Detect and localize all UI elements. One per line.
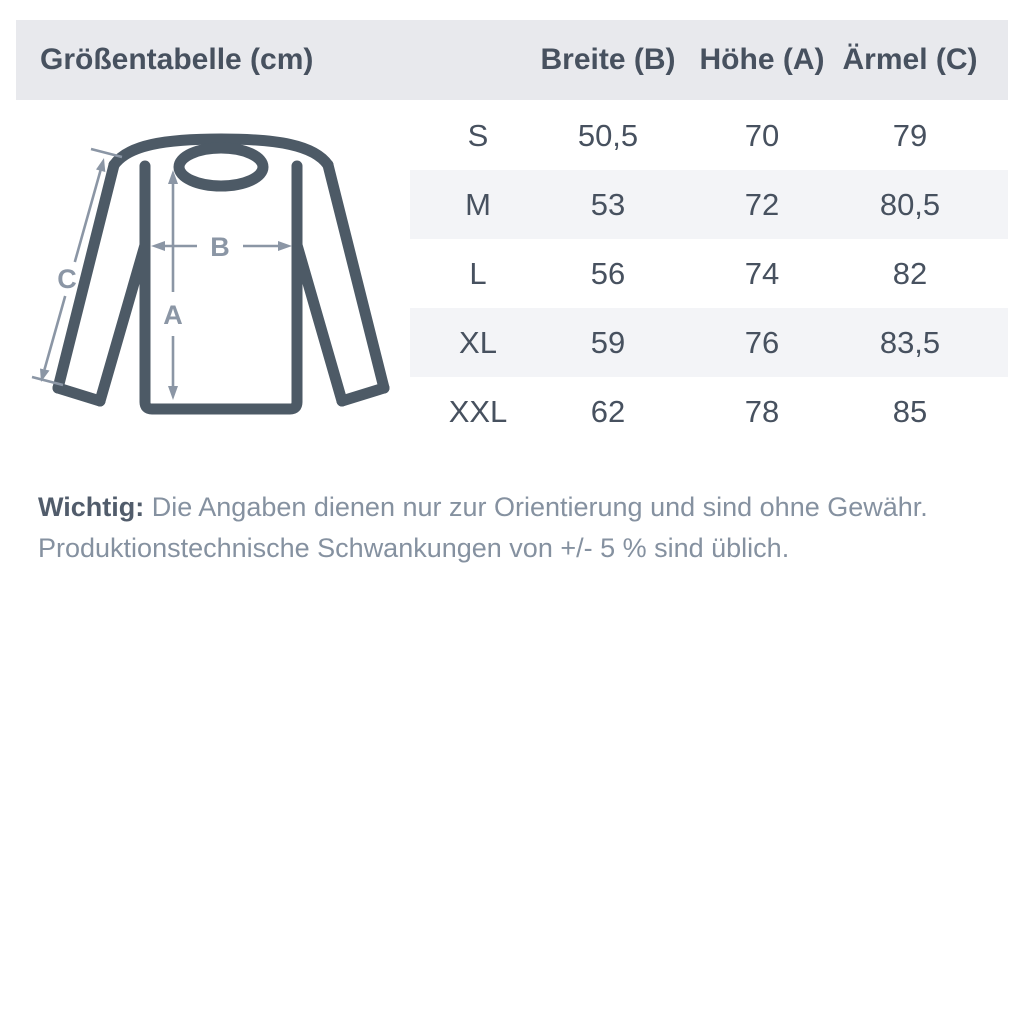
aermel-value: 80,5 <box>879 187 941 222</box>
size-label: M <box>465 187 491 222</box>
height-arrow-A <box>168 170 178 400</box>
size-label: XL <box>459 325 497 360</box>
aermel-value: 85 <box>892 394 928 429</box>
hoehe-value: 72 <box>744 187 780 222</box>
sweater-measurement-diagram: A B C <box>31 133 390 415</box>
table-row-xxl: XXL 62 78 85 <box>410 377 1008 446</box>
table-header: Größentabelle (cm) Breite (B) Höhe (A) Ä… <box>16 20 1008 100</box>
sleeve-arrow-C <box>31 147 123 387</box>
table-row-l: L 56 74 82 <box>410 239 1008 308</box>
column-header-aermel: Ärmel (C) <box>842 43 978 76</box>
disclaimer-note: Wichtig: Die Angaben dienen nur zur Orie… <box>38 487 988 569</box>
table-row-s: S 50,5 70 79 <box>410 101 1008 170</box>
disclaimer-line2: Produktionstechnische Schwankungen von +… <box>38 533 790 563</box>
disclaimer-line1: Die Angaben dienen nur zur Orientierung … <box>151 492 928 522</box>
breite-value: 56 <box>590 256 626 291</box>
table-row-xl: XL 59 76 83,5 <box>410 308 1008 377</box>
sleeve-label: C <box>57 264 77 294</box>
width-arrow-B <box>151 241 292 251</box>
aermel-value: 83,5 <box>879 325 941 360</box>
hoehe-value: 74 <box>744 256 780 291</box>
aermel-value: 82 <box>892 256 928 291</box>
table-row-m: M 53 72 80,5 <box>410 170 1008 239</box>
column-header-hoehe: Höhe (A) <box>699 43 825 76</box>
page-title: Größentabelle (cm) <box>40 43 314 76</box>
size-label: L <box>469 256 487 291</box>
disclaimer-label: Wichtig: <box>38 492 145 522</box>
width-label: B <box>210 232 230 262</box>
breite-value: 59 <box>590 325 626 360</box>
hoehe-value: 78 <box>744 394 780 429</box>
hoehe-value: 76 <box>744 325 780 360</box>
hoehe-value: 70 <box>744 118 780 153</box>
breite-value: 62 <box>590 394 626 429</box>
size-label: S <box>467 118 489 153</box>
height-label: A <box>163 300 183 330</box>
size-label: XXL <box>448 394 508 429</box>
aermel-value: 79 <box>892 118 928 153</box>
breite-value: 50,5 <box>577 118 639 153</box>
column-header-breite: Breite (B) <box>540 43 676 76</box>
sweater-outline-icon <box>52 133 390 415</box>
breite-value: 53 <box>590 187 626 222</box>
